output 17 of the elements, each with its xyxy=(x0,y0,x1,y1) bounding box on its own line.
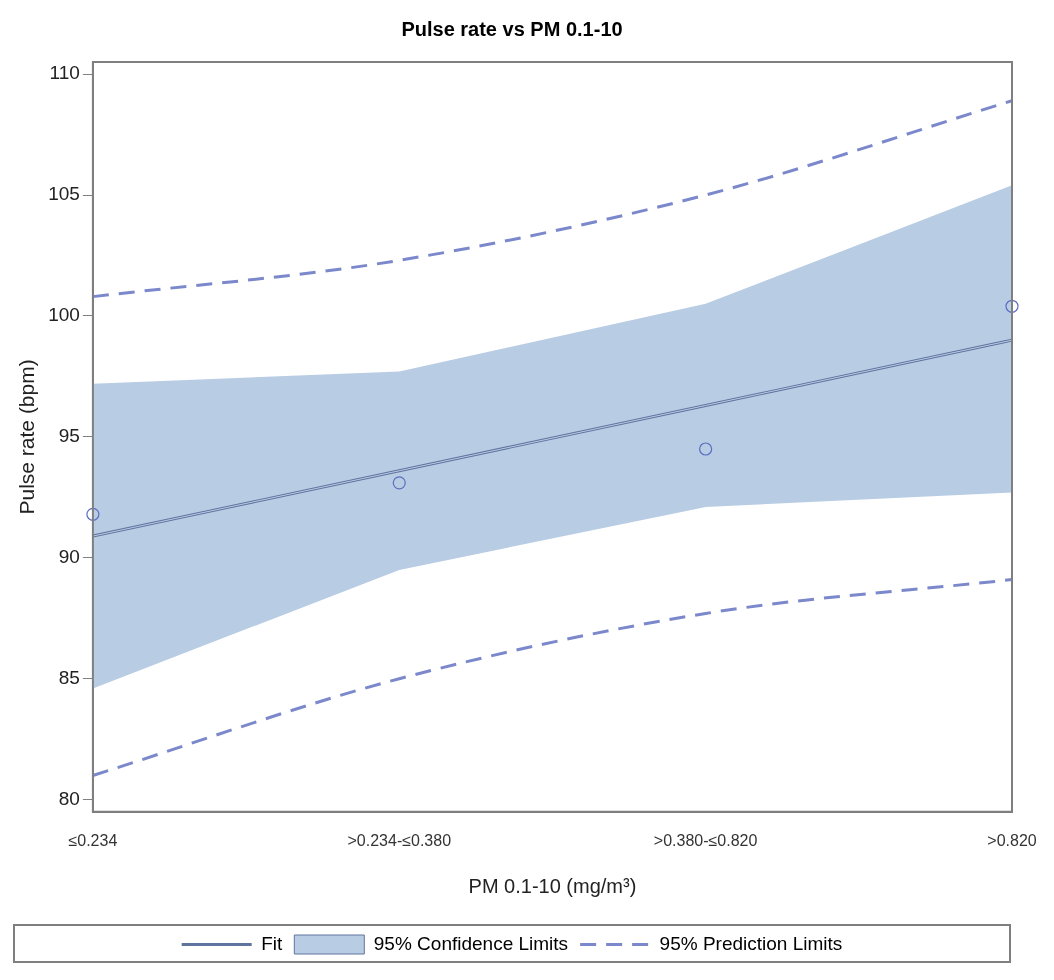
y-tick-label: 85 xyxy=(58,667,80,689)
y-tick-label: 105 xyxy=(48,183,80,205)
legend-label: 95% Confidence Limits xyxy=(373,932,569,954)
x-axis-title: PM 0.1-10 (mg/m³) xyxy=(468,874,637,897)
y-tick-label: 80 xyxy=(58,787,80,809)
legend-label: 95% Prediction Limits xyxy=(659,932,843,954)
legend-label: Fit xyxy=(261,932,284,954)
y-tick-label: 90 xyxy=(58,546,80,568)
y-tick-label: 95 xyxy=(58,425,80,447)
x-tick-label: >0.234-≤0.380 xyxy=(347,831,452,849)
y-axis-title: Pulse rate (bpm) xyxy=(15,359,39,515)
chart-title: Pulse rate vs PM 0.1-10 xyxy=(401,17,623,40)
x-tick-label: ≤0.234 xyxy=(68,831,118,849)
y-tick-label: 100 xyxy=(48,304,80,326)
y-tick-label: 110 xyxy=(49,62,80,84)
x-tick-label: >0.380-≤0.820 xyxy=(653,831,758,849)
x-tick-label: >0.820 xyxy=(987,831,1037,849)
